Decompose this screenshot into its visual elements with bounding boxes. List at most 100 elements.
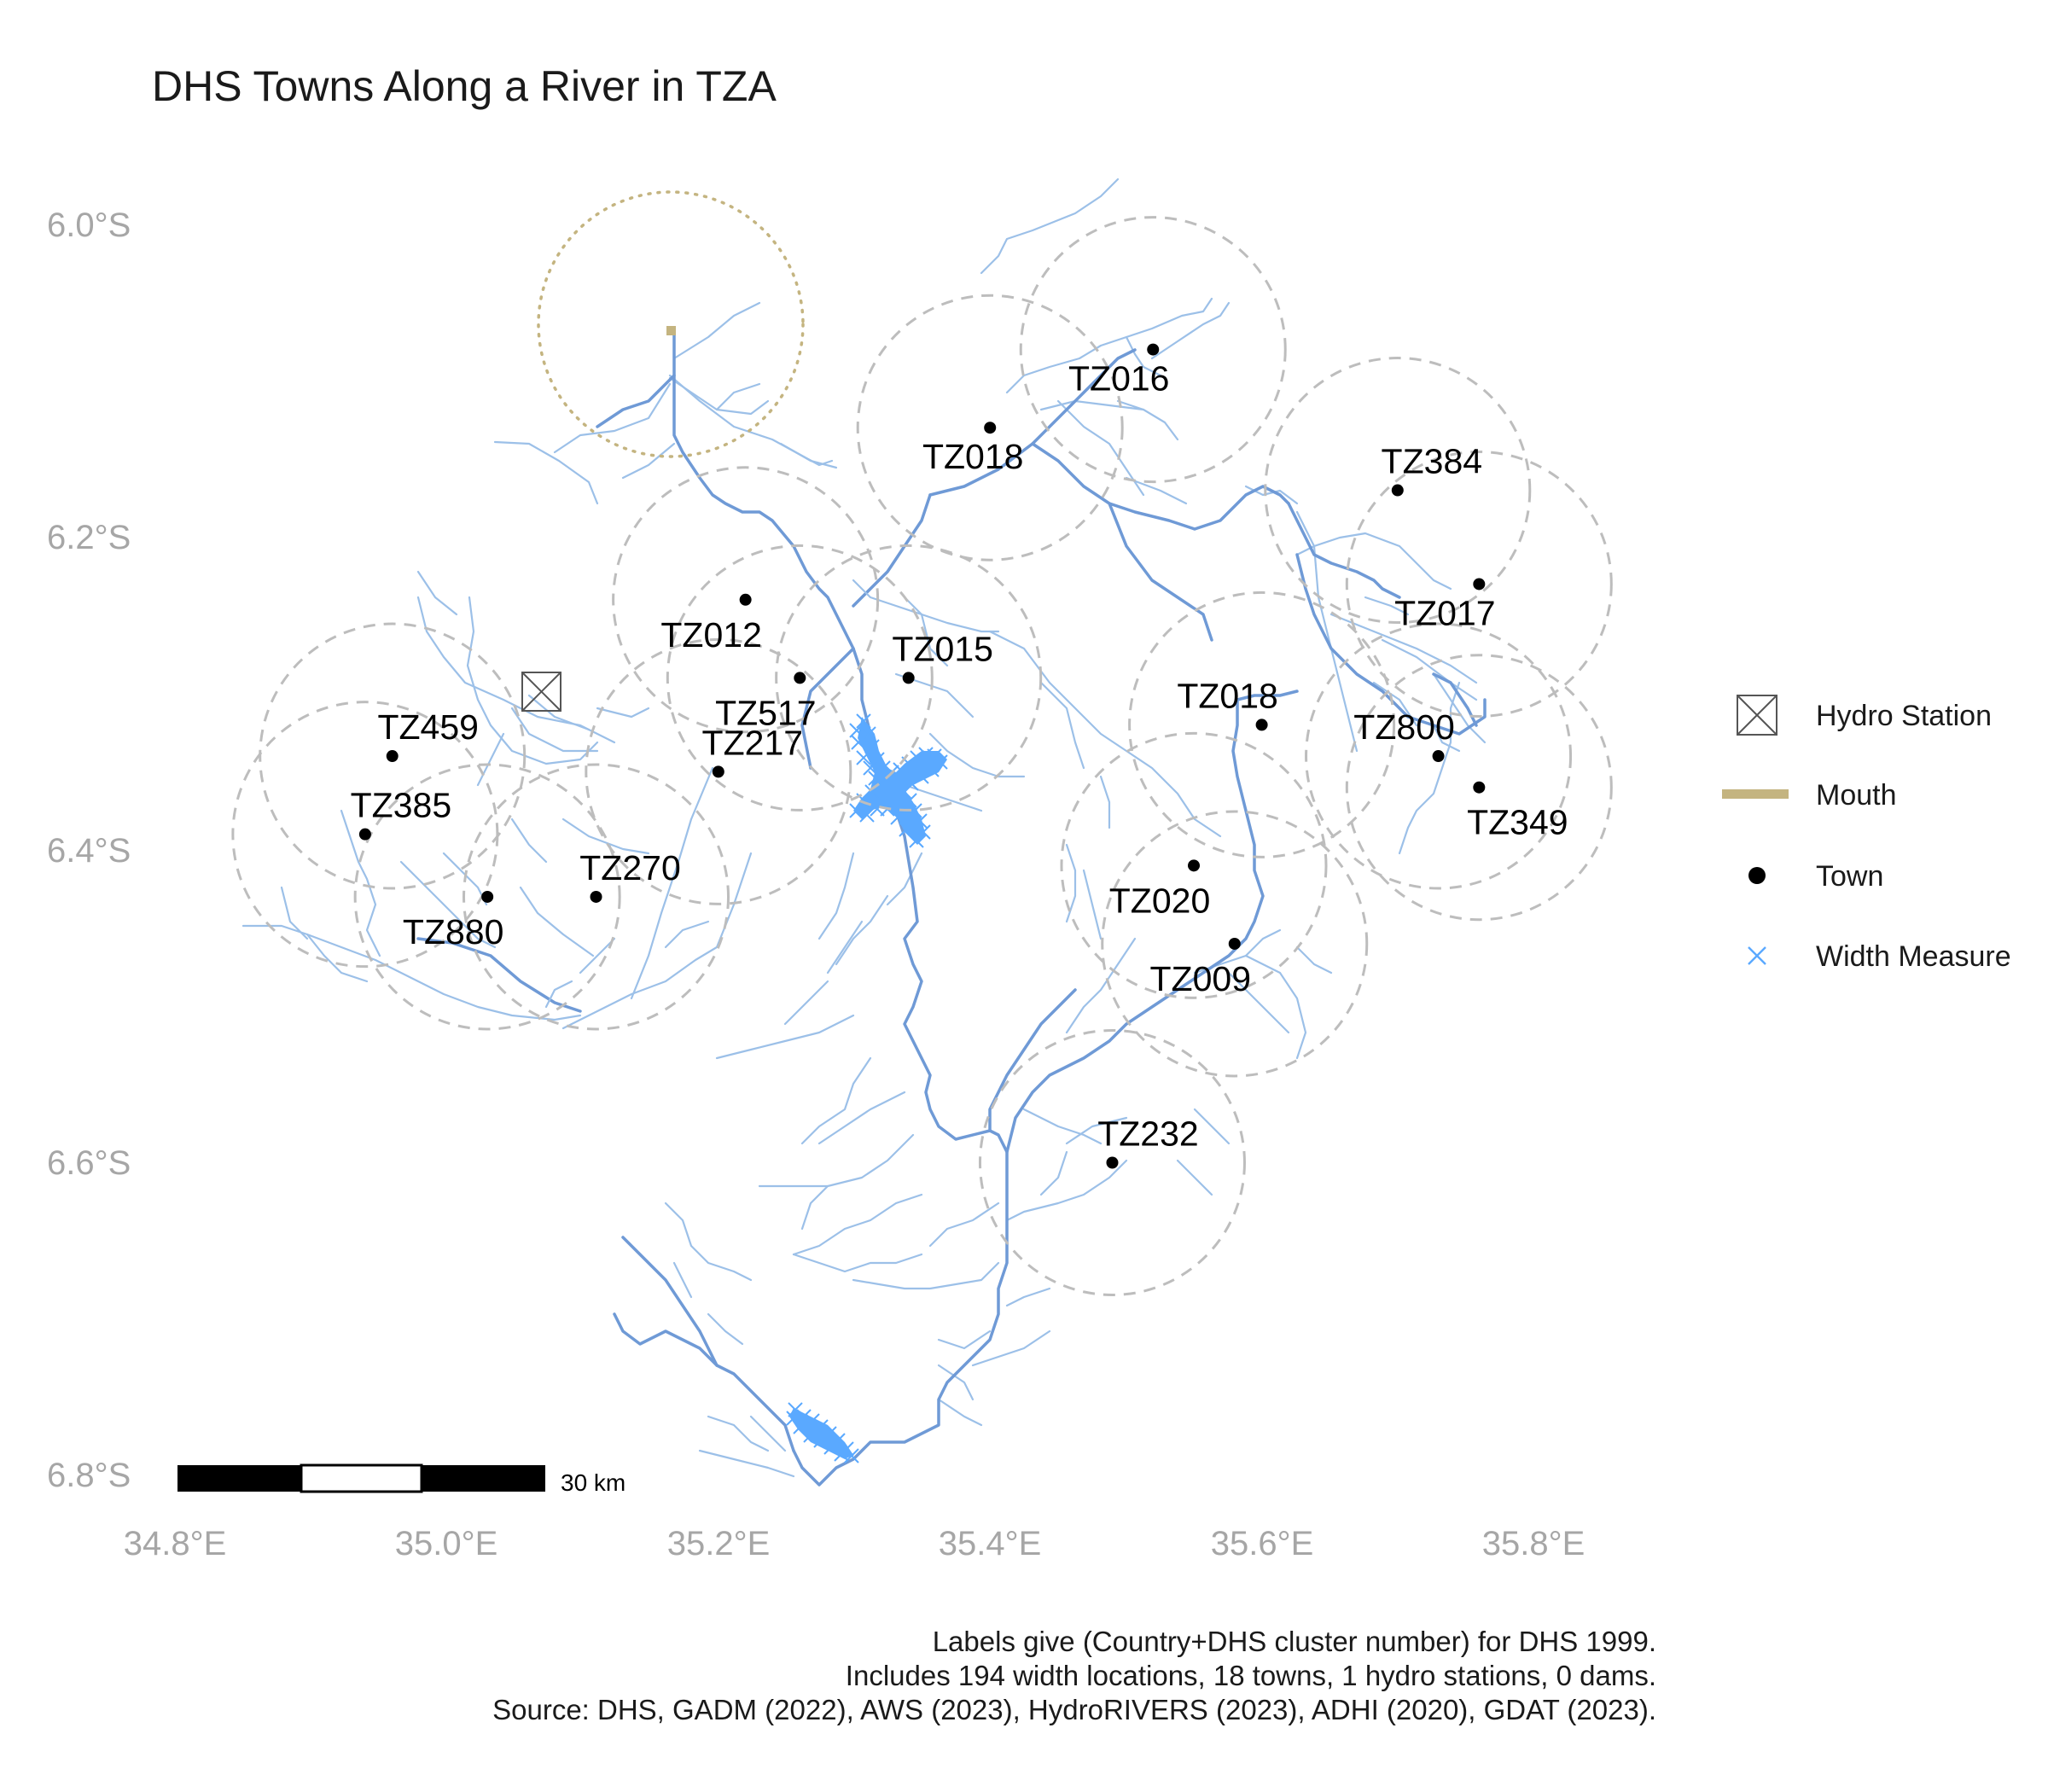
river-tributary: [510, 817, 548, 864]
town-label: TZ018: [922, 437, 1024, 476]
width-measure-mark: [912, 813, 928, 829]
river-tributary: [826, 920, 864, 975]
town-marker: [1473, 781, 1486, 794]
river-tributary: [672, 1261, 693, 1299]
towns-layer: TZ016 TZ018 TZ384 TZ017 TZ012 TZ015 TZ517 TZ018…: [351, 343, 1568, 1169]
town-buffers: [231, 216, 1613, 1296]
river-tributary: [903, 596, 949, 667]
town-label: TZ270: [579, 848, 681, 887]
town-marker: [358, 828, 371, 841]
river-tributary: [817, 1091, 906, 1145]
legend-item-mouth: Mouth: [1722, 779, 1897, 812]
caption: Labels give (Country+DHS cluster number)…: [492, 1626, 1656, 1725]
river-tributary: [1005, 297, 1213, 394]
legend-item-town: Town: [1748, 860, 1883, 893]
river-tributary: [1065, 937, 1137, 1034]
lon-tick-label: 35.2°E: [667, 1525, 771, 1562]
river-tributary: [707, 1312, 744, 1346]
width-measure-mark: [902, 793, 917, 808]
river-tributary: [715, 1014, 855, 1060]
lon-tick-label: 35.6°E: [1211, 1525, 1314, 1562]
town-label: TZ880: [403, 912, 504, 951]
town-buffer-circle: [585, 637, 852, 905]
river-tributary: [664, 1201, 753, 1282]
town-marker: [1255, 719, 1268, 731]
width-measure-mark: [924, 762, 940, 777]
river-tributary: [1031, 442, 1290, 531]
river-tributary: [466, 596, 599, 765]
river-tributary: [1287, 502, 1401, 599]
width-measure-mark: [786, 1411, 801, 1426]
width-measure-mark: [864, 739, 880, 754]
river-tributary: [579, 937, 616, 975]
width-measure-mark: [803, 1428, 818, 1443]
river-tributary: [749, 1415, 787, 1452]
river-network: [241, 177, 1487, 1487]
river-tributary: [779, 442, 838, 469]
width-measure-mark: [822, 1426, 837, 1441]
caption-line: Source: DHS, GADM (2022), AWS (2023), Hy…: [492, 1694, 1656, 1725]
river-tributary: [1065, 1116, 1128, 1145]
width-measure-mark: [813, 1419, 829, 1434]
river-tributary: [1364, 596, 1410, 616]
width-measure-mark: [823, 1440, 839, 1455]
river-tributary: [416, 937, 582, 1013]
river-tributary: [988, 630, 1222, 838]
width-measure-mark: [916, 824, 931, 840]
town-label: TZ018: [1177, 676, 1278, 715]
width-measure-mark: [870, 801, 885, 817]
town-buffer-circle: [1128, 591, 1396, 858]
river-tributary: [621, 1236, 795, 1452]
lat-tick-label: 6.4°S: [47, 832, 131, 870]
river-tributary: [1244, 485, 1299, 505]
width-measure-mark: [849, 723, 864, 738]
mouth-marker: [666, 326, 676, 335]
river-tributary: [1039, 1150, 1068, 1196]
town-marker: [794, 672, 806, 684]
town-marker: [1473, 578, 1486, 591]
lake-reservoir-upper: [853, 717, 947, 845]
width-measure-mark: [904, 776, 919, 791]
caption-line: Labels give (Country+DHS cluster number)…: [933, 1626, 1656, 1657]
river-tributary: [630, 766, 714, 1000]
river-tributary: [305, 933, 369, 983]
river-tributary: [1039, 681, 1085, 770]
lon-tick-label: 35.4°E: [939, 1525, 1042, 1562]
river-tributary: [1295, 945, 1333, 975]
river-tributary: [783, 980, 829, 1026]
town-label: TZ020: [1109, 881, 1211, 920]
town-label: TZ012: [660, 615, 762, 655]
river-tributary: [835, 894, 889, 966]
town-icon: [1748, 867, 1766, 884]
mouth-buffer: [537, 190, 805, 458]
river-tributary: [340, 809, 381, 957]
lat-tick-label: 6.8°S: [47, 1457, 131, 1494]
width-measure-mark: [856, 713, 871, 729]
river-tributary: [1108, 502, 1213, 642]
river-tributary: [980, 177, 1120, 275]
town-label: TZ349: [1467, 803, 1568, 842]
river-tributary: [476, 732, 505, 787]
river-tributary: [1381, 638, 1478, 701]
river-tributary: [758, 1133, 915, 1188]
width-measure-mark: [859, 807, 875, 823]
river-tributary: [1056, 399, 1145, 497]
river-tributary: [1295, 532, 1452, 591]
river-tributary: [1193, 954, 1307, 1060]
river-tributary: [416, 570, 458, 616]
river-tributary: [1005, 1287, 1051, 1307]
width-measure-markers: [786, 713, 948, 1463]
lon-tick-label: 35.8°E: [1482, 1525, 1585, 1562]
town-label: TZ015: [892, 629, 993, 668]
scale-bar: 30 km: [177, 1463, 625, 1496]
river-tributary: [596, 374, 676, 428]
town-buffer-circle: [666, 544, 934, 812]
river-tributary: [1099, 775, 1111, 829]
river-tributary: [1193, 1108, 1231, 1145]
legend-label: Town: [1816, 860, 1883, 893]
lat-tick-label: 6.6°S: [47, 1144, 131, 1182]
width-measure-mark: [864, 784, 880, 800]
width-measure-mark: [834, 1446, 849, 1462]
width-measure-mark: [870, 752, 885, 767]
legend-label: Hydro Station: [1816, 700, 1992, 732]
